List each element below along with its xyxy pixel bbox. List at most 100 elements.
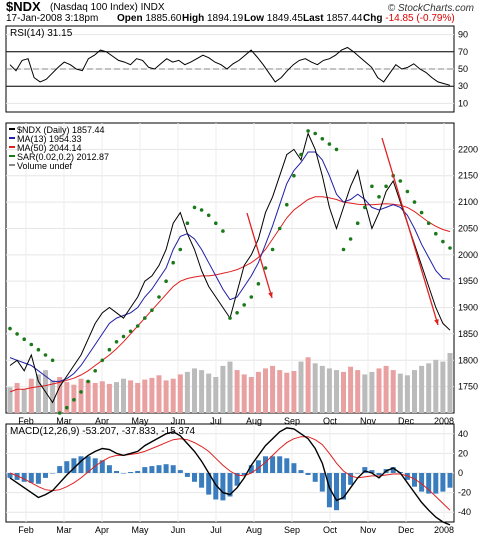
volume-bar [128, 380, 134, 413]
x-tick-Jul: Jul [210, 525, 222, 535]
macd-histogram-bar [192, 473, 197, 482]
chart-header-row-1: $NDX (Nasdaq 100 Index) INDX © StockChar… [0, 0, 480, 14]
macd-histogram-bar [163, 464, 169, 473]
index-name: (Nasdaq 100 Index) [50, 2, 138, 13]
sar-dot [334, 147, 339, 152]
x-tick-Sep: Sep [284, 525, 300, 535]
y-tick-2000: 2000 [458, 250, 478, 260]
sar-dot [306, 129, 310, 133]
volume-bar [50, 380, 56, 413]
macd-histogram-bar [99, 460, 105, 473]
macd-histogram-bar [362, 467, 368, 473]
y-tick--20: -20 [458, 488, 471, 498]
macd-histogram-bar [7, 473, 13, 478]
sar-dot [228, 316, 232, 320]
x-tick-Sep: Sep [284, 416, 300, 426]
y-tick-70: 70 [458, 47, 468, 57]
sar-dot [214, 221, 218, 225]
volume-bar [64, 382, 70, 413]
sar-dot [256, 282, 261, 286]
sar-dot [299, 152, 303, 157]
price-legend-item: MA(50) 2044.14 [17, 143, 82, 153]
volume-bar [404, 375, 410, 413]
macd-histogram-bar [184, 473, 190, 477]
volume-bar [7, 387, 13, 413]
sar-dot [36, 347, 41, 352]
macd-histogram-bar [334, 473, 339, 511]
macd-histogram-bar [78, 456, 84, 473]
volume-bar [234, 370, 240, 413]
sar-dot [370, 184, 374, 189]
volume-bar [106, 383, 112, 413]
sar-dot [348, 237, 353, 241]
x-tick-Nov: Nov [360, 525, 377, 535]
sar-dot [121, 334, 126, 339]
sar-dot [135, 324, 140, 328]
macd-histogram-bar [177, 470, 183, 473]
volume-bar [419, 365, 425, 413]
volume-bar [312, 363, 318, 413]
price-layer: 2200 2150 2100 2050 2000 1950 1900 1850 1800 1750… [6, 123, 478, 426]
trend-arrow [381, 137, 439, 326]
sar-dot [355, 221, 360, 225]
macd-histogram-bar [263, 456, 268, 473]
x-tick-Feb: Feb [18, 416, 34, 426]
macd-histogram-bar [277, 456, 283, 473]
macd-legend: MACD(12,26,9) -53.207, -37.833, -15.374 [10, 426, 196, 437]
x-tick-Mar: Mar [56, 525, 72, 535]
trend-arrowhead [434, 319, 439, 325]
macd-histogram-bar [326, 473, 332, 508]
x-tick-2008: 2008 [434, 525, 454, 535]
trend-arrow [246, 212, 273, 299]
macd-histogram-bar [142, 467, 148, 473]
sar-dot [363, 205, 367, 210]
stockcharts-logo[interactable]: © StockCharts.com [387, 3, 474, 14]
sar-dot [434, 231, 438, 236]
sar-dot [320, 137, 325, 141]
sar-dot [164, 279, 168, 284]
macd-histogram-bar [199, 473, 205, 488]
volume-bar [163, 380, 169, 413]
volume-bar [362, 374, 368, 413]
volume-bar [376, 368, 382, 413]
x-tick-Dec: Dec [398, 525, 415, 535]
volume-bar [440, 361, 446, 413]
x-tick-Oct: Oct [323, 416, 338, 426]
volume-bar [14, 383, 20, 413]
sar-dot [171, 260, 175, 265]
sar-dot [441, 239, 445, 244]
x-tick-Apr: Apr [95, 525, 109, 535]
open-quote: Open 1885.60 [117, 13, 182, 24]
sar-dot [419, 210, 424, 215]
sar-dot [178, 247, 183, 252]
macd-histogram-bar [28, 473, 34, 483]
ma50-line [9, 196, 451, 393]
sar-dot [22, 337, 27, 342]
volume-bar [156, 375, 162, 413]
y-tick-1900: 1900 [458, 303, 478, 313]
sar-dot [235, 311, 239, 315]
macd-histogram-bar [64, 461, 70, 473]
volume-bar [305, 357, 311, 413]
sar-dot [221, 229, 225, 233]
sar-dot [150, 308, 154, 313]
volume-bar [248, 377, 254, 413]
legend-swatch [9, 146, 15, 148]
volume-bar [319, 365, 325, 413]
y-tick-1950: 1950 [458, 276, 478, 286]
sar-dot [426, 221, 431, 225]
sar-dot [114, 340, 119, 344]
ma13-line [9, 151, 451, 382]
volume-bar [199, 370, 205, 413]
sar-dot [65, 405, 69, 410]
sar-dot [86, 379, 90, 384]
volume-bar [220, 365, 226, 413]
volume-bar [390, 370, 396, 413]
y-tick-10: 10 [458, 98, 468, 108]
volume-bar [263, 368, 268, 413]
sar-dot [72, 398, 76, 402]
sar-dot [57, 411, 62, 415]
macd-histogram-bar [121, 473, 126, 474]
volume-bar [291, 371, 297, 413]
